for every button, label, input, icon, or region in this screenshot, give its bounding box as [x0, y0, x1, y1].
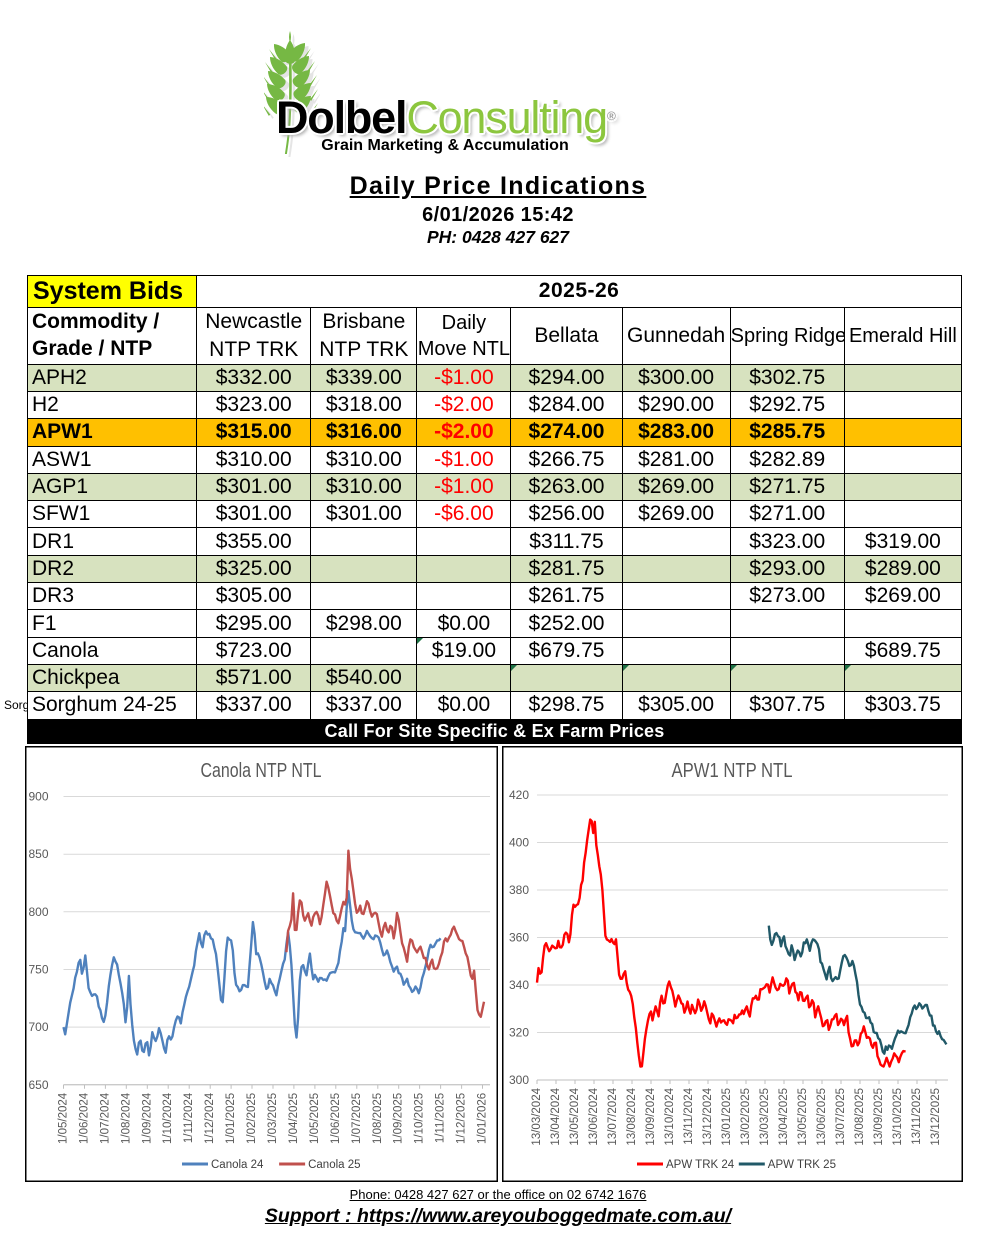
svg-text:13/09/2025: 13/09/2025 — [873, 1088, 885, 1146]
svg-text:13/05/2024: 13/05/2024 — [569, 1087, 581, 1145]
svg-text:1/01/2025: 1/01/2025 — [225, 1093, 237, 1144]
svg-text:420: 420 — [509, 788, 529, 802]
svg-text:900: 900 — [28, 790, 48, 804]
svg-text:13/05/2025: 13/05/2025 — [797, 1088, 809, 1146]
svg-text:1/03/2025: 1/03/2025 — [267, 1093, 279, 1144]
svg-text:850: 850 — [28, 847, 48, 861]
svg-text:300: 300 — [509, 1073, 529, 1087]
svg-text:1/12/2025: 1/12/2025 — [456, 1093, 468, 1144]
svg-text:13/12/2024: 13/12/2024 — [702, 1087, 714, 1145]
svg-text:13/06/2025: 13/06/2025 — [816, 1088, 828, 1146]
svg-text:750: 750 — [28, 963, 48, 977]
svg-text:APW1 NTP NTL: APW1 NTP NTL — [672, 760, 793, 782]
svg-text:13/03/2024: 13/03/2024 — [531, 1087, 543, 1145]
svg-text:13/01/2025: 13/01/2025 — [721, 1088, 733, 1146]
svg-text:1/11/2024: 1/11/2024 — [183, 1092, 195, 1143]
svg-text:APW TRK 25: APW TRK 25 — [768, 1159, 836, 1171]
svg-text:1/09/2024: 1/09/2024 — [141, 1092, 153, 1144]
svg-text:1/10/2024: 1/10/2024 — [162, 1092, 174, 1144]
svg-text:13/02/2025: 13/02/2025 — [740, 1088, 752, 1146]
svg-text:1/05/2024: 1/05/2024 — [58, 1092, 70, 1144]
svg-text:1/07/2025: 1/07/2025 — [351, 1093, 363, 1144]
svg-text:380: 380 — [509, 883, 529, 897]
svg-text:1/10/2025: 1/10/2025 — [414, 1093, 426, 1144]
svg-text:13/09/2024: 13/09/2024 — [645, 1087, 657, 1145]
svg-text:1/09/2025: 1/09/2025 — [393, 1093, 405, 1144]
svg-text:400: 400 — [509, 836, 529, 850]
svg-text:13/08/2024: 13/08/2024 — [626, 1087, 638, 1145]
svg-text:13/11/2025: 13/11/2025 — [911, 1088, 923, 1145]
svg-text:1/06/2025: 1/06/2025 — [330, 1093, 342, 1144]
svg-text:13/03/2025: 13/03/2025 — [759, 1088, 771, 1146]
svg-text:1/04/2025: 1/04/2025 — [288, 1093, 300, 1144]
svg-text:Canola NTP NTL: Canola NTP NTL — [201, 760, 322, 782]
svg-text:13/12/2025: 13/12/2025 — [930, 1088, 942, 1146]
svg-text:Canola 25: Canola 25 — [308, 1159, 360, 1171]
svg-text:13/08/2025: 13/08/2025 — [854, 1088, 866, 1146]
svg-text:13/07/2024: 13/07/2024 — [607, 1087, 619, 1145]
svg-text:360: 360 — [509, 931, 529, 945]
svg-text:650: 650 — [28, 1078, 48, 1092]
svg-text:320: 320 — [509, 1026, 529, 1040]
svg-text:800: 800 — [28, 905, 48, 919]
svg-text:1/08/2025: 1/08/2025 — [372, 1093, 384, 1144]
svg-text:1/05/2025: 1/05/2025 — [309, 1093, 321, 1144]
svg-text:1/07/2024: 1/07/2024 — [99, 1092, 111, 1144]
svg-text:13/11/2024: 13/11/2024 — [683, 1087, 695, 1144]
svg-text:13/04/2025: 13/04/2025 — [778, 1088, 790, 1146]
svg-text:13/10/2025: 13/10/2025 — [892, 1088, 904, 1146]
svg-text:1/12/2024: 1/12/2024 — [204, 1092, 216, 1144]
svg-text:13/07/2025: 13/07/2025 — [835, 1088, 847, 1146]
svg-text:700: 700 — [28, 1020, 48, 1034]
svg-text:1/06/2024: 1/06/2024 — [79, 1092, 91, 1144]
svg-text:APW TRK 24: APW TRK 24 — [666, 1159, 735, 1171]
svg-text:1/01/2026: 1/01/2026 — [477, 1093, 489, 1144]
svg-text:13/10/2024: 13/10/2024 — [664, 1087, 676, 1145]
svg-text:1/08/2024: 1/08/2024 — [120, 1092, 132, 1144]
svg-text:1/02/2025: 1/02/2025 — [246, 1093, 258, 1144]
svg-text:13/06/2024: 13/06/2024 — [588, 1087, 600, 1145]
svg-text:13/04/2024: 13/04/2024 — [550, 1087, 562, 1145]
svg-text:Canola 24: Canola 24 — [211, 1159, 264, 1171]
svg-text:1/11/2025: 1/11/2025 — [435, 1093, 447, 1143]
svg-text:340: 340 — [509, 978, 529, 992]
